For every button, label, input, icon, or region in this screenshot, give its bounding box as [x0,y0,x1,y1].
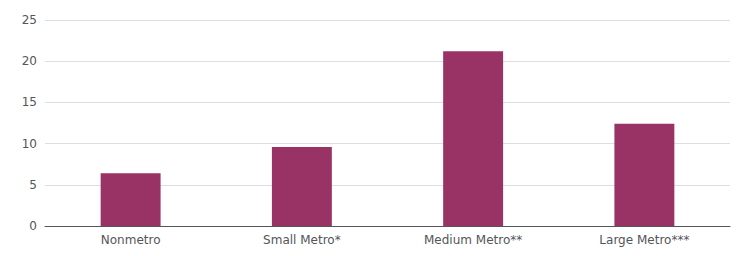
svg-text:10: 10 [22,137,37,151]
svg-text:25: 25 [22,13,37,27]
svg-text:Small Metro*: Small Metro* [263,233,341,247]
svg-text:5: 5 [29,178,37,192]
svg-text:0: 0 [29,219,37,233]
svg-text:Large Metro***: Large Metro*** [599,233,689,247]
svg-text:Medium Metro**: Medium Metro** [424,233,522,247]
svg-text:20: 20 [22,54,37,68]
svg-text:15: 15 [22,95,37,109]
svg-text:Nonmetro: Nonmetro [101,233,161,247]
